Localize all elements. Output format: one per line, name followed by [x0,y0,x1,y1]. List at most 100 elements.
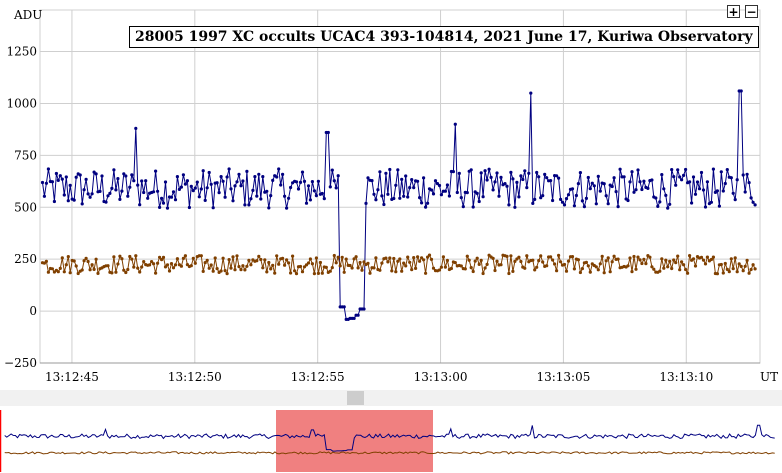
data-point [144,179,148,183]
data-point [350,266,354,270]
data-point [664,193,668,197]
range-scrollbar[interactable] [0,390,782,406]
x-tick-label: 13:12:50 [168,370,222,384]
data-point [126,194,130,198]
data-point [62,193,66,197]
overview-navigator[interactable] [0,408,782,473]
data-point [388,167,392,172]
data-point [296,187,301,191]
x-tick-label: 13:12:55 [291,370,345,384]
data-point [646,186,650,190]
data-point [167,269,172,273]
data-point [674,183,678,187]
data-point [259,257,263,262]
x-axis: 13:12:45 13:12:50 13:12:55 13:13:00 13:13:05… [40,362,760,384]
data-point [146,196,150,200]
data-point [586,175,590,180]
data-point [291,254,295,258]
data-point [652,267,656,271]
scrollbar-thumb[interactable] [347,391,364,405]
data-point [322,197,326,201]
data-point [509,170,513,174]
data-point [477,199,481,204]
data-point [88,268,92,272]
data-point [193,186,197,190]
data-point [219,175,223,179]
data-point [277,167,281,171]
data-point [388,256,392,260]
data-point [638,258,642,262]
navigator-series [4,424,775,455]
data-point [640,261,644,266]
data-point [437,268,442,272]
data-point [596,174,600,178]
data-point [344,257,348,261]
data-point [199,254,203,258]
series-layer [40,89,757,321]
data-point [424,271,428,275]
data-point [124,270,128,275]
data-point [183,182,187,186]
data-point [269,267,273,271]
data-point [277,262,281,266]
data-point [733,256,737,260]
data-point [294,272,299,276]
data-point [680,178,684,182]
data-point [229,266,233,270]
data-point [416,255,420,259]
plot-frame [39,9,761,364]
x-tick-label: 13:13:00 [414,370,468,384]
data-point [422,176,426,180]
y-tick-label: 250 [14,252,37,266]
data-point [245,169,249,173]
data-point [243,268,247,272]
data-point [362,260,366,264]
data-point [604,259,608,263]
data-point [416,179,420,183]
data-point [539,254,543,258]
data-point [529,91,533,95]
data-point [390,269,394,273]
data-point [493,268,497,273]
zoom-out-button[interactable]: − [745,5,758,19]
data-point [100,174,104,178]
data-point [682,263,686,267]
data-point [158,205,162,209]
data-point [179,264,183,268]
data-point [199,187,203,191]
data-point [259,197,263,201]
data-point [342,305,346,309]
data-point [656,204,660,208]
data-point [519,259,523,264]
data-point [439,265,443,269]
data-point [412,186,416,190]
data-point [78,173,82,177]
data-point [445,183,449,187]
data-point [608,270,612,274]
data-point [739,89,743,93]
data-point [88,195,92,199]
zoom-in-button[interactable]: + [727,5,740,19]
data-point [318,260,322,265]
data-point [503,182,507,186]
data-point [205,186,209,190]
data-point [578,270,583,275]
data-point [709,257,714,262]
data-point [275,175,279,179]
data-point [745,258,749,262]
data-point [616,205,620,209]
data-point [424,205,428,209]
data-point [566,259,571,263]
data-point [699,255,704,259]
data-point [731,267,735,271]
grid-lines [39,9,761,364]
navigator-selection[interactable] [276,410,433,472]
data-point [44,181,49,185]
data-point [483,169,487,173]
data-point [257,172,261,176]
data-point [580,267,585,271]
x-axis-label: UT [760,370,778,384]
data-point [324,265,328,269]
data-point [366,261,370,265]
data-point [576,182,581,186]
